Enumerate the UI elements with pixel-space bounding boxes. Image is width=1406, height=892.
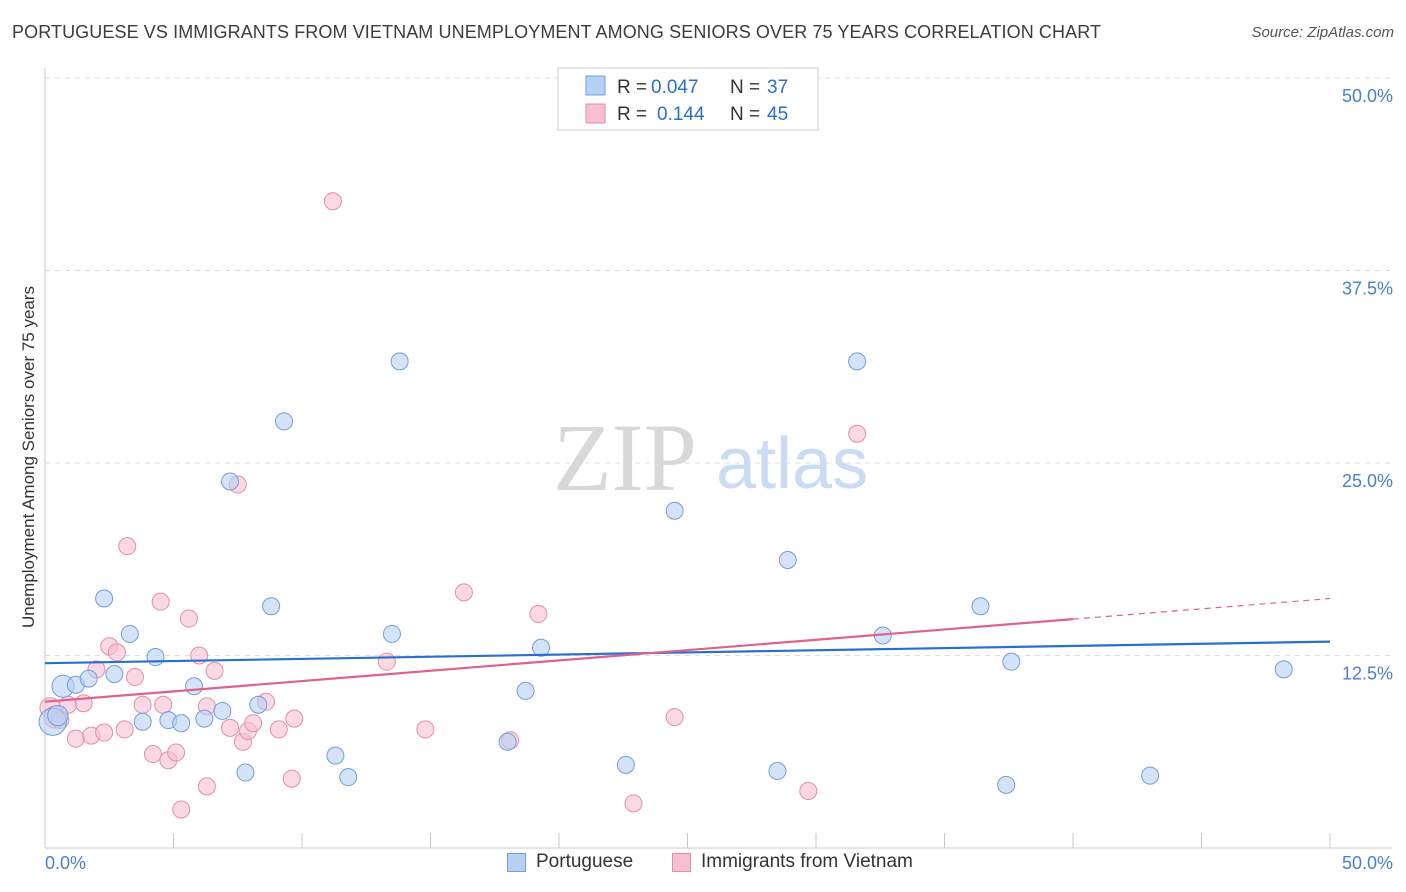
portuguese-point — [95, 589, 114, 608]
legend-top: R = 0.047 N = 37 R = 0.144 N = 45 — [557, 67, 819, 131]
portuguese-point — [133, 712, 152, 731]
portuguese-point — [47, 704, 69, 727]
vietnam-point — [107, 643, 126, 662]
portuguese-point — [382, 624, 401, 643]
vietnam-point — [66, 729, 85, 748]
vietnam-point — [221, 718, 240, 737]
y-tick-label: 50.0% — [1342, 86, 1393, 106]
portuguese-point — [105, 664, 124, 683]
watermark-atlas: atlas — [716, 424, 868, 504]
portuguese-point — [1002, 652, 1021, 671]
chart-title: PORTUGUESE VS IMMIGRANTS FROM VIETNAM UN… — [12, 22, 1102, 42]
legend-r-label: R = — [617, 104, 647, 125]
source-label: Source: ZipAtlas.com — [1251, 24, 1394, 41]
x-tick-label: 50.0% — [1342, 853, 1393, 873]
portuguese-point — [172, 714, 191, 733]
legend-n-label: N = — [730, 77, 760, 98]
portuguese-point — [616, 755, 635, 774]
portuguese-point — [185, 677, 204, 696]
vietnam-point — [624, 794, 643, 813]
portuguese-point — [532, 638, 551, 657]
vietnam-point — [133, 695, 152, 714]
portuguese-trend-line — [44, 640, 1331, 665]
legend-bottom: Portuguese Immigrants from Vietnam — [0, 851, 1406, 879]
portuguese-swatch — [507, 852, 526, 872]
vietnam-point — [167, 743, 186, 762]
vietnam-point — [244, 714, 263, 733]
vietnam-point — [118, 537, 137, 556]
portuguese-point — [665, 501, 684, 520]
vietnam-point — [454, 583, 473, 602]
portuguese-point — [778, 551, 797, 570]
legend-item-portuguese[interactable]: Portuguese — [507, 851, 633, 873]
vietnam-point — [799, 782, 818, 801]
legend-item-vietnam[interactable]: Immigrants from Vietnam — [672, 851, 913, 873]
vietnam-point — [529, 604, 548, 623]
y-tick-label: 37.5% — [1342, 279, 1393, 299]
legend-n-label: N = — [730, 104, 760, 125]
vietnam-point — [205, 661, 224, 680]
y-tick-label: 12.5% — [1342, 664, 1393, 684]
vietnam-point — [416, 720, 435, 739]
vietnam-point — [285, 709, 304, 728]
legend-label-portuguese: Portuguese — [536, 851, 634, 872]
portuguese-point — [146, 648, 165, 667]
legend-swatch-blue — [585, 75, 606, 96]
portuguese-point — [79, 669, 98, 688]
vietnam-trend-extension — [1072, 597, 1331, 620]
portuguese-point — [262, 597, 281, 616]
y-tick-label: 25.0% — [1342, 471, 1393, 491]
portuguese-point — [516, 681, 535, 700]
vietnam-trend-line — [44, 618, 1074, 703]
legend-n-value: 45 — [767, 104, 788, 125]
vietnam-point — [115, 720, 134, 739]
watermark-zip: ZIP — [553, 404, 697, 511]
vietnam-point — [323, 192, 342, 211]
portuguese-point — [1141, 766, 1160, 785]
vietnam-point — [377, 652, 396, 671]
portuguese-point — [326, 746, 345, 765]
watermark: ZIP atlas — [553, 404, 868, 511]
legend-n-value: 37 — [767, 77, 788, 98]
portuguese-point — [498, 732, 517, 751]
portuguese-point — [390, 352, 409, 371]
vietnam-point — [179, 609, 198, 628]
vietnam-point — [269, 720, 288, 739]
portuguese-point — [339, 768, 358, 787]
portuguese-point — [120, 624, 139, 643]
y-axis-label: Unemployment Among Seniors over 75 years — [19, 286, 38, 628]
vietnam-point — [125, 668, 144, 687]
legend-r-value: 0.144 — [657, 104, 705, 125]
vietnam-point — [95, 723, 114, 742]
vietnam-point — [154, 695, 173, 714]
portuguese-point — [848, 352, 867, 371]
portuguese-point — [997, 775, 1016, 794]
x-tick-label: 0.0% — [45, 853, 86, 873]
vietnam-point — [197, 777, 216, 796]
portuguese-point — [221, 472, 240, 491]
vietnam-point — [172, 800, 191, 819]
portuguese-point — [971, 597, 990, 616]
gridlines — [45, 77, 1392, 656]
legend-label-vietnam: Immigrants from Vietnam — [701, 851, 913, 872]
tick-labels: 12.5% 25.0% 37.5% 50.0% 0.0% 50.0% — [45, 86, 1393, 873]
vietnam-point — [848, 424, 867, 443]
trend-lines — [44, 597, 1331, 703]
portuguese-point — [236, 763, 255, 782]
portuguese-point — [195, 709, 214, 728]
portuguese-point — [213, 701, 232, 720]
portuguese-point — [768, 762, 787, 780]
vietnam-point — [282, 769, 301, 788]
vietnam-swatch — [672, 852, 691, 872]
vietnam-point — [143, 745, 162, 764]
portuguese-point — [275, 412, 294, 431]
legend-swatch-pink — [585, 103, 606, 124]
legend-r-value: 0.047 — [651, 77, 699, 98]
vietnam-point — [151, 592, 170, 611]
portuguese-point — [249, 695, 268, 714]
legend-r-label: R = — [617, 77, 647, 98]
vietnam-point — [665, 708, 684, 727]
portuguese-point — [1274, 660, 1293, 679]
